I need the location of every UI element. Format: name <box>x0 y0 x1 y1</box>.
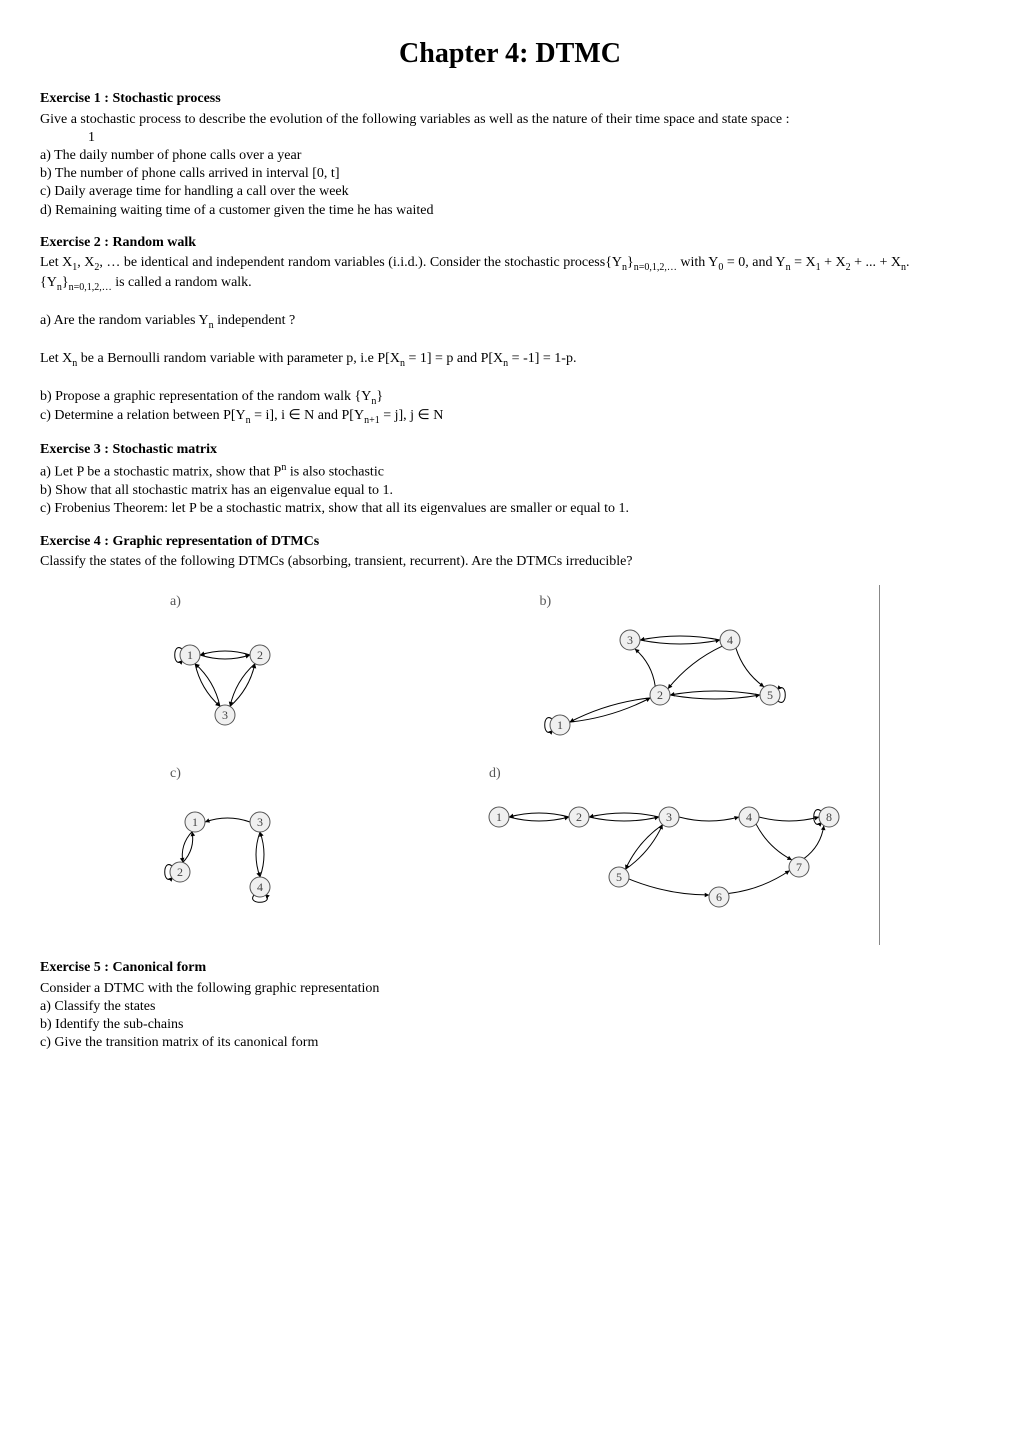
diagram-d-cell: d) 1 2 3 4 5 6 7 8 <box>459 765 879 927</box>
svg-text:5: 5 <box>616 870 622 884</box>
diagram-a-cell: a) 1 2 3 <box>140 593 510 755</box>
t: is called a random walk. <box>112 275 252 290</box>
diagram-d: 1 2 3 4 5 6 7 8 <box>459 787 879 927</box>
t: + ... + X <box>851 255 901 270</box>
svg-text:4: 4 <box>727 633 733 647</box>
svg-text:3: 3 <box>627 633 633 647</box>
diagram-a-label: a) <box>170 593 510 611</box>
t: } <box>376 389 383 404</box>
t: independent ? <box>214 313 296 328</box>
t: = 0, and Y <box>723 255 785 270</box>
ex1-a: a) The daily number of phone calls over … <box>40 147 980 165</box>
t: , … be identical and independent random … <box>99 255 622 270</box>
ex1-c: c) Daily average time for handling a cal… <box>40 183 980 201</box>
svg-text:4: 4 <box>746 810 752 824</box>
svg-text:4: 4 <box>257 880 263 894</box>
ex1-title: Exercise 1 : Stochastic process <box>40 90 980 108</box>
ex2-p1: Let X1, X2, … be identical and independe… <box>40 254 980 294</box>
svg-text:3: 3 <box>666 810 672 824</box>
svg-text:1: 1 <box>496 810 502 824</box>
svg-text:1: 1 <box>192 815 198 829</box>
s: n=0,1,2,… <box>69 281 112 292</box>
s: n+1 <box>364 415 380 426</box>
t: = i], i ∈ N and P[Y <box>251 408 364 423</box>
svg-text:2: 2 <box>177 865 183 879</box>
diagram-c-label: c) <box>170 765 459 783</box>
ex5-intro: Consider a DTMC with the following graph… <box>40 980 980 998</box>
t: a) Are the random variables Y <box>40 313 209 328</box>
ex2-a: a) Are the random variables Yn independe… <box>40 312 980 332</box>
svg-text:5: 5 <box>767 688 773 702</box>
ex5-a: a) Classify the states <box>40 998 980 1016</box>
diagram-container: a) 1 2 3 b) 1 2 3 4 5 c) 1 2 3 4 d) 1 2 3 4 5 6 7 8 <box>140 585 880 945</box>
svg-text:1: 1 <box>557 718 563 732</box>
ex1-b: b) The number of phone calls arrived in … <box>40 165 980 183</box>
ex2-bern: Let Xn be a Bernoulli random variable wi… <box>40 350 980 370</box>
diagram-d-label: d) <box>489 765 879 783</box>
ex2-b: b) Propose a graphic representation of t… <box>40 388 980 408</box>
chapter-title: Chapter 4: DTMC <box>40 36 980 72</box>
t: b) Propose a graphic representation of t… <box>40 389 371 404</box>
svg-text:2: 2 <box>257 648 263 662</box>
t: } <box>62 275 69 290</box>
t: = X <box>791 255 816 270</box>
ex4-intro: Classify the states of the following DTM… <box>40 553 980 571</box>
svg-text:3: 3 <box>257 815 263 829</box>
ex5-c: c) Give the transition matrix of its can… <box>40 1034 980 1052</box>
t: = j], j ∈ N <box>380 408 444 423</box>
svg-text:3: 3 <box>222 708 228 722</box>
t: + X <box>821 255 846 270</box>
t: with Y <box>677 255 718 270</box>
diagram-c-cell: c) 1 2 3 4 <box>140 765 459 927</box>
diagram-b: 1 2 3 4 5 <box>510 615 830 755</box>
t: } <box>627 255 634 270</box>
diagram-c: 1 2 3 4 <box>140 787 340 927</box>
ex5-b: b) Identify the sub-chains <box>40 1016 980 1034</box>
t: is also stochastic <box>286 465 384 480</box>
ex1-d: d) Remaining waiting time of a customer … <box>40 202 980 220</box>
diagram-b-cell: b) 1 2 3 4 5 <box>510 593 880 755</box>
svg-text:2: 2 <box>576 810 582 824</box>
ex3-c: c) Frobenius Theorem: let P be a stochas… <box>40 500 980 518</box>
ex3-title: Exercise 3 : Stochastic matrix <box>40 441 980 459</box>
svg-text:6: 6 <box>716 890 722 904</box>
t: Let X <box>40 351 72 366</box>
ex3-b: b) Show that all stochastic matrix has a… <box>40 482 980 500</box>
t: be a Bernoulli random variable with para… <box>77 351 400 366</box>
svg-text:1: 1 <box>187 648 193 662</box>
svg-text:2: 2 <box>657 688 663 702</box>
t: Let X <box>40 255 72 270</box>
svg-text:8: 8 <box>826 810 832 824</box>
t: = 1] = p and P[X <box>405 351 503 366</box>
t: a) Let P be a stochastic matrix, show th… <box>40 465 281 480</box>
diagram-a: 1 2 3 <box>140 615 400 755</box>
ex2-title: Exercise 2 : Random walk <box>40 234 980 252</box>
diagram-b-label: b) <box>540 593 880 611</box>
svg-text:7: 7 <box>796 860 802 874</box>
ex1-intro: Give a stochastic process to describe th… <box>40 111 980 129</box>
ex3-a: a) Let P be a stochastic matrix, show th… <box>40 461 980 482</box>
ex2-c: c) Determine a relation between P[Yn = i… <box>40 407 980 427</box>
t: c) Determine a relation between P[Y <box>40 408 246 423</box>
t: = -1] = 1-p. <box>508 351 576 366</box>
ex1-one: 1 <box>40 129 980 147</box>
t: , X <box>77 255 94 270</box>
ex5-title: Exercise 5 : Canonical form <box>40 959 980 977</box>
s: n=0,1,2,… <box>634 262 677 273</box>
ex4-title: Exercise 4 : Graphic representation of D… <box>40 533 980 551</box>
